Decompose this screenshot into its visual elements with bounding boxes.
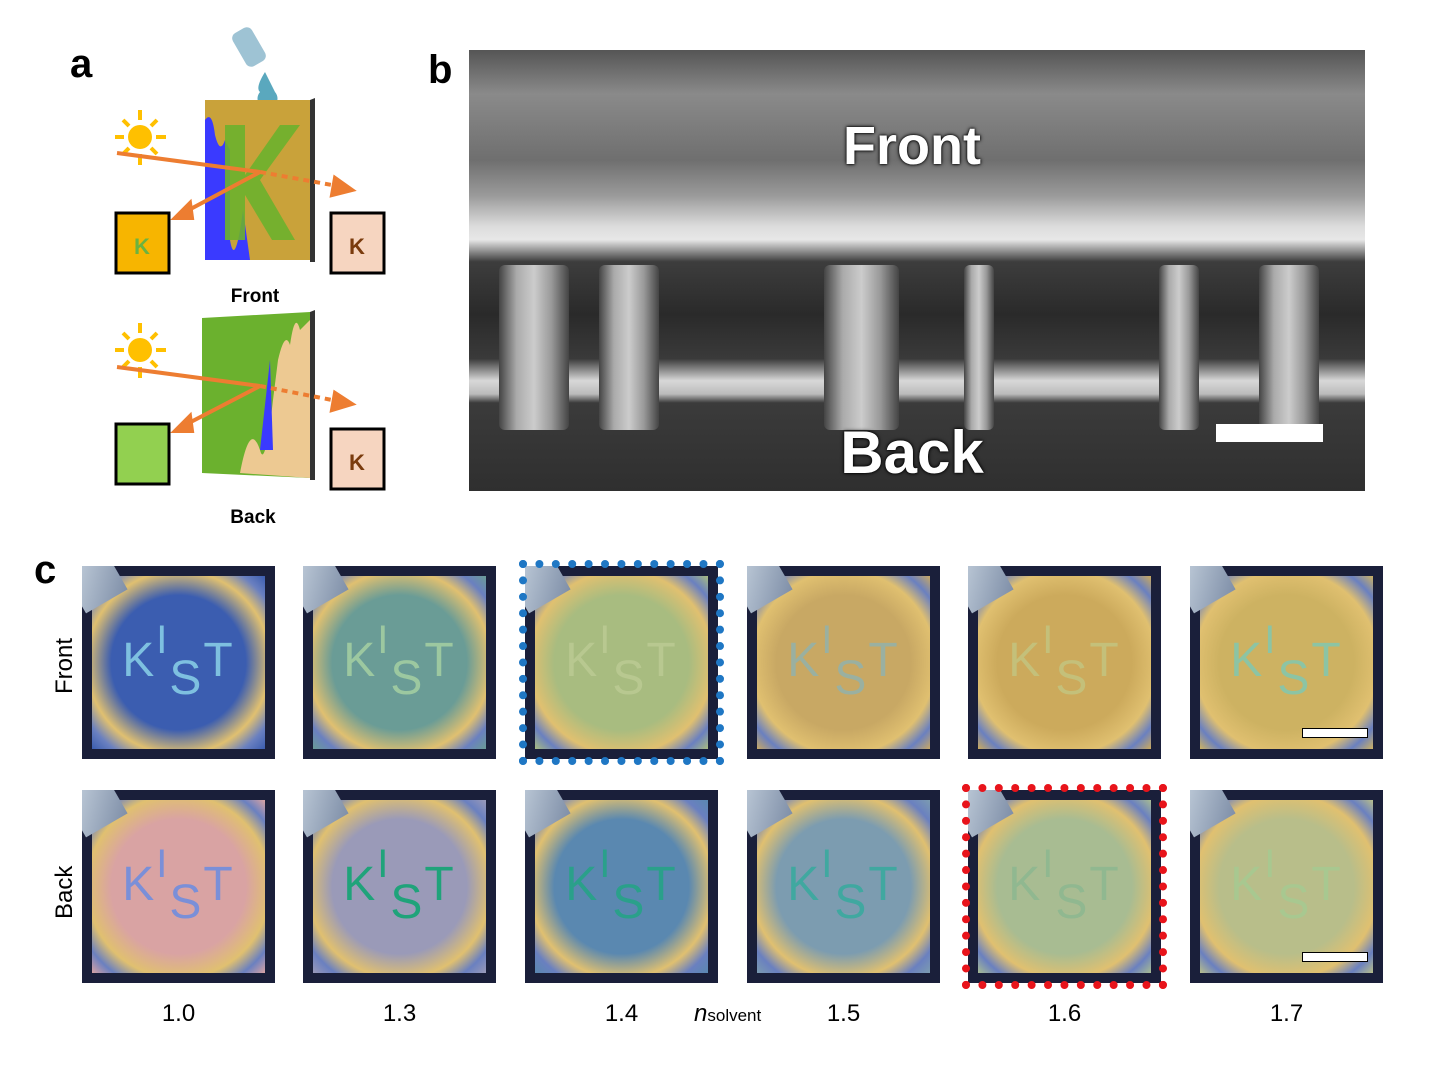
- highlight-frame-back: [962, 784, 1167, 989]
- n-solvent-value: 1.3: [382, 1000, 417, 1027]
- sample-photo-back: KIST: [82, 790, 275, 983]
- kist-text: KIST: [122, 618, 235, 705]
- panel-a-schematic: K K Front K Back: [114, 27, 386, 528]
- sem-front-label: Front: [843, 116, 981, 176]
- kist-text: KIST: [787, 618, 900, 705]
- scale-bar: [1302, 728, 1368, 738]
- sem-back-label: Back: [840, 419, 984, 486]
- n-solvent-value: 1.0: [161, 1000, 196, 1027]
- kist-text: KIST: [1008, 618, 1121, 705]
- n-solvent-value: 1.4: [604, 1000, 639, 1027]
- film-front: [205, 98, 315, 262]
- highlight-frame-front: [519, 560, 724, 765]
- sample-photo-front: KIST: [968, 566, 1161, 759]
- panel-label-a: a: [70, 42, 93, 86]
- sample-photo-front: KIST: [747, 566, 940, 759]
- sem-cross-section: Front Back: [469, 50, 1365, 491]
- dropper-icon: [232, 27, 278, 109]
- kist-text: KIST: [122, 842, 235, 929]
- n-solvent-value: 1.6: [1047, 1000, 1082, 1027]
- sample-photo-back: KIST: [747, 790, 940, 983]
- front-transmit-letter: K: [349, 234, 365, 259]
- sample-photo-back: KIST: [525, 790, 718, 983]
- panel-label-b: b: [428, 48, 453, 92]
- kist-text: KIST: [565, 618, 678, 705]
- sample-photo-front: KIST: [82, 566, 275, 759]
- back-transmit-letter: K: [349, 450, 365, 475]
- sample-photo-front: KIST: [525, 566, 718, 759]
- scale-bar: [1216, 424, 1323, 442]
- kist-text: KIST: [787, 842, 900, 929]
- sample-photo-front: KIST: [303, 566, 496, 759]
- sample-photo-front: KIST: [1190, 566, 1383, 759]
- scale-bar: [1302, 952, 1368, 962]
- row-label-front: Front: [51, 637, 78, 694]
- front-reflect-letter: K: [134, 234, 150, 259]
- kist-text: KIST: [343, 618, 456, 705]
- sample-photo-back: KIST: [1190, 790, 1383, 983]
- back-caption: Back: [230, 507, 276, 528]
- sample-photo-back: KIST: [968, 790, 1161, 983]
- kist-text: KIST: [565, 842, 678, 929]
- front-caption: Front: [231, 286, 280, 307]
- axis-label: nsolvent: [694, 1000, 762, 1027]
- kist-text: KIST: [1008, 842, 1121, 929]
- n-solvent-value: 1.7: [1269, 1000, 1304, 1027]
- n-solvent-value: 1.5: [826, 1000, 861, 1027]
- sample-photo-back: KIST: [303, 790, 496, 983]
- kist-text: KIST: [1230, 842, 1343, 929]
- panel-label-c: c: [34, 548, 57, 592]
- row-label-back: Back: [51, 865, 78, 919]
- back-reflect-box: [114, 422, 171, 486]
- kist-text: KIST: [1230, 618, 1343, 705]
- film-back: [202, 310, 315, 480]
- kist-text: KIST: [343, 842, 456, 929]
